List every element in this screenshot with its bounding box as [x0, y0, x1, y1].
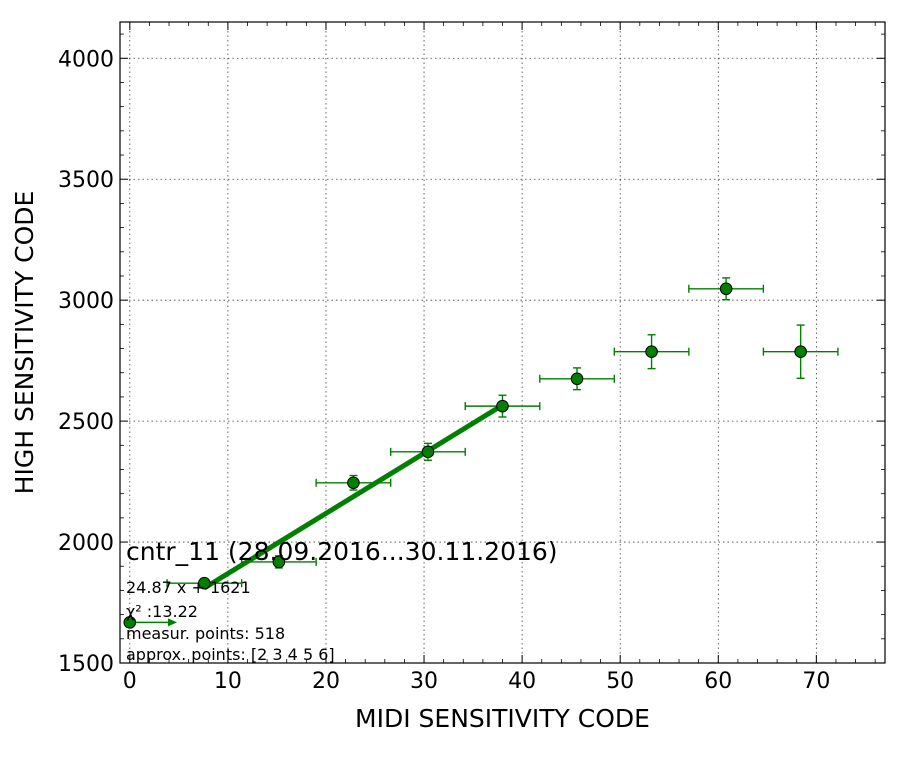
data-point [570, 372, 584, 386]
x-tick-label: 20 [312, 669, 340, 694]
y-tick-label: 2000 [58, 531, 114, 556]
x-tick-label: 70 [802, 669, 830, 694]
annotation-equation: 24.87 x + 1621 [126, 578, 251, 597]
data-point [272, 555, 286, 569]
x-axis-label: MIDI SENSITIVITY CODE [355, 704, 650, 733]
data-points-layer [123, 282, 807, 629]
x-tick-label: 60 [704, 669, 732, 694]
grid-lines [120, 22, 885, 663]
fit-line-layer [203, 403, 504, 591]
y-tick-label: 2500 [58, 410, 114, 435]
error-bars-layer [129, 277, 839, 627]
x-tick-label: 0 [123, 669, 137, 694]
annotation-title: cntr_11 (28.09.2016...30.11.2016) [126, 537, 558, 566]
minor-ticks [120, 22, 885, 664]
data-point [198, 576, 211, 590]
x-tick-label: 50 [606, 669, 634, 694]
data-point [347, 476, 360, 490]
y-tick-label: 4000 [58, 47, 114, 72]
data-point [719, 282, 733, 296]
data-point [123, 616, 137, 629]
annotation-measur-points: measur. points: 518 [126, 624, 285, 643]
tick-labels: 0 10 20 30 40 50 60 70 1500 2000 2500 3000 3500 4000 [58, 47, 830, 694]
y-tick-label: 1500 [58, 652, 114, 677]
x-tick-label: 30 [410, 669, 438, 694]
y-tick-label: 3000 [58, 289, 114, 314]
annotation-chi2: χ² :13.22 [126, 602, 198, 621]
data-point [645, 345, 658, 358]
y-tick-label: 3500 [58, 168, 114, 193]
fit-line [203, 403, 504, 591]
data-point [421, 445, 435, 459]
x-tick-label: 40 [508, 669, 536, 694]
plot-frame [119, 21, 886, 664]
data-point [496, 399, 509, 413]
data-point [794, 345, 807, 358]
x-tick-label: 10 [214, 669, 242, 694]
y-axis-label: HIGH SENSITIVITY CODE [10, 191, 39, 495]
x-error-arrow [168, 618, 178, 627]
annotation-approx-points: approx. points: [2 3 4 5 6] [126, 645, 335, 664]
